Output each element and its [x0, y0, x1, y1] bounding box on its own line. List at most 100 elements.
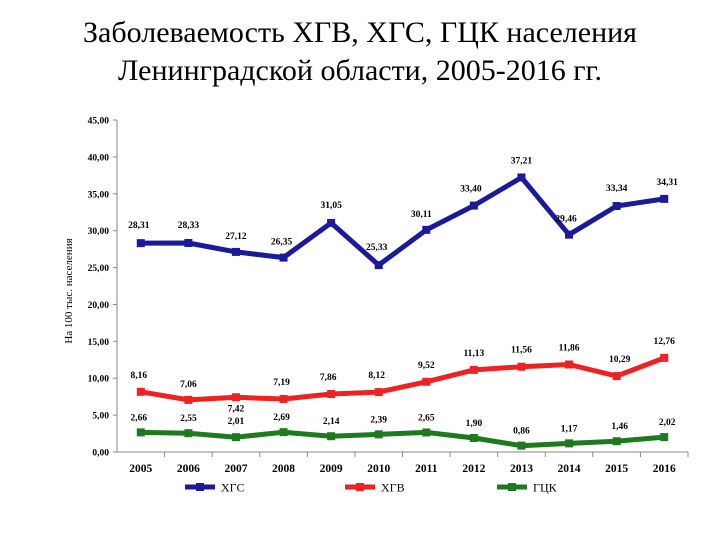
data-point [565, 439, 574, 448]
data-point [136, 239, 145, 248]
data-label: 10,29 [609, 355, 631, 365]
legend-swatch-marker [508, 483, 516, 491]
data-label: 28,33 [178, 221, 200, 231]
y-tick-label: 20,00 [88, 301, 110, 311]
x-tick-label: 2016 [653, 463, 676, 475]
data-point [517, 441, 526, 450]
legend-label: ХГВ [381, 481, 405, 495]
data-label: 8,12 [368, 371, 385, 381]
chart-title: Заболеваемость ХГВ, ХГС, ГЦК населения Л… [0, 14, 720, 90]
data-point [136, 428, 145, 437]
data-point [231, 247, 240, 256]
data-point [279, 253, 288, 262]
data-point [374, 430, 383, 439]
data-label: 1,17 [561, 424, 578, 434]
data-point [660, 194, 669, 203]
data-label: 26,35 [271, 238, 293, 248]
chart-title-line1: Заболеваемость ХГВ, ХГС, ГЦК населения [83, 16, 637, 49]
data-label: 33,40 [460, 185, 482, 195]
data-label: 1,46 [611, 422, 628, 432]
data-label: 7,42 [228, 404, 245, 414]
data-point [469, 433, 478, 442]
data-label: 2,01 [228, 417, 245, 427]
x-tick-label: 2014 [558, 463, 581, 475]
y-tick-label: 5,00 [92, 412, 109, 422]
legend-label: ГЦК [533, 481, 558, 495]
data-label: 1,90 [466, 419, 483, 429]
data-point [612, 372, 621, 381]
data-label: 31,05 [320, 201, 342, 211]
chart-title-line2: Ленинградской области, 2005-2016 гг. [118, 54, 602, 87]
data-label: 12,76 [654, 337, 676, 347]
y-axis-title: На 100 тыс. населения [63, 238, 75, 343]
data-point [184, 429, 193, 438]
x-tick-label: 2005 [129, 463, 152, 475]
x-tick-label: 2006 [177, 463, 200, 475]
data-point [612, 437, 621, 446]
y-tick-label: 25,00 [88, 264, 110, 274]
x-tick-label: 2008 [272, 463, 295, 475]
series-line-2 [138, 429, 667, 449]
y-tick-label: 0,00 [92, 449, 109, 459]
data-label: 29,46 [555, 215, 577, 225]
data-point [327, 390, 336, 399]
x-tick-label: 2007 [224, 463, 247, 475]
data-label: 7,06 [180, 380, 197, 390]
data-label: 28,31 [128, 221, 150, 231]
y-tick-label: 10,00 [88, 375, 110, 385]
data-point [469, 201, 478, 210]
data-point [279, 394, 288, 403]
y-tick-label: 35,00 [88, 190, 110, 200]
data-point [469, 365, 478, 374]
x-tick-label: 2012 [462, 463, 485, 475]
data-label: 11,56 [511, 346, 532, 356]
data-label: 30,11 [411, 210, 432, 220]
data-label: 7,86 [320, 373, 337, 383]
x-tick-label: 2010 [367, 463, 390, 475]
data-label: 2,14 [323, 417, 340, 427]
data-label: 25,33 [366, 243, 388, 253]
data-label: 7,19 [273, 378, 290, 388]
data-point [184, 395, 193, 404]
data-point [565, 230, 574, 239]
data-label: 11,13 [463, 349, 484, 359]
data-point [422, 428, 431, 437]
data-point [660, 353, 669, 362]
legend-swatch-marker [196, 483, 204, 491]
data-label: 2,02 [659, 418, 676, 428]
data-point [231, 433, 240, 442]
x-tick-label: 2011 [415, 463, 438, 475]
data-point [612, 202, 621, 211]
data-point [374, 388, 383, 397]
data-label: 2,66 [130, 413, 147, 423]
data-label: 2,39 [370, 415, 387, 425]
data-point [565, 360, 574, 369]
data-point [517, 362, 526, 371]
data-label: 8,16 [130, 371, 147, 381]
series-line-0 [138, 175, 667, 268]
series-line-1 [138, 355, 667, 403]
data-label: 11,86 [559, 343, 580, 353]
y-tick-label: 45,00 [88, 117, 110, 127]
data-point [660, 433, 669, 442]
data-point [184, 238, 193, 247]
data-label: 9,52 [418, 361, 435, 371]
data-point [422, 225, 431, 234]
data-label: 2,65 [418, 413, 435, 423]
y-tick-label: 15,00 [88, 338, 110, 348]
y-tick-label: 40,00 [88, 153, 110, 163]
data-point [136, 387, 145, 396]
x-tick-label: 2015 [605, 463, 628, 475]
data-label: 0,86 [513, 427, 530, 437]
data-label: 27,12 [225, 232, 247, 242]
data-point [231, 393, 240, 402]
x-tick-label: 2013 [510, 463, 533, 475]
data-point [517, 173, 526, 182]
legend-swatch-marker [356, 483, 364, 491]
data-point [327, 218, 336, 227]
data-label: 34,31 [657, 178, 679, 188]
data-point [422, 377, 431, 386]
data-point [327, 432, 336, 441]
x-tick-label: 2009 [320, 463, 343, 475]
data-point [374, 261, 383, 270]
